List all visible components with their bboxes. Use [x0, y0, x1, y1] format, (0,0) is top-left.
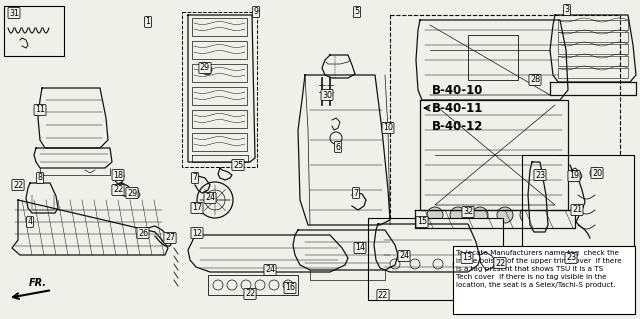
Text: 14: 14: [355, 243, 365, 253]
Text: 24: 24: [265, 265, 275, 275]
Text: 20: 20: [592, 168, 602, 177]
Bar: [182, 12, 257, 167]
Text: B-40-10: B-40-10: [432, 84, 483, 97]
Bar: [522, 155, 634, 260]
Text: 7: 7: [193, 174, 198, 182]
Text: 4: 4: [28, 218, 33, 226]
Text: 27: 27: [165, 234, 175, 242]
Text: 11: 11: [35, 106, 45, 115]
Text: 9: 9: [253, 8, 259, 17]
Text: 32: 32: [463, 207, 473, 217]
Text: 1: 1: [145, 18, 150, 26]
Text: 16: 16: [285, 284, 295, 293]
Text: 15: 15: [417, 218, 427, 226]
Text: 22: 22: [245, 290, 255, 299]
Text: 24: 24: [205, 194, 215, 203]
Text: 24: 24: [399, 251, 409, 261]
Text: FR.: FR.: [29, 278, 47, 288]
Text: 22: 22: [13, 181, 23, 189]
Text: 25: 25: [233, 160, 243, 169]
Text: 23: 23: [566, 254, 576, 263]
Text: 13: 13: [462, 254, 472, 263]
Bar: [368, 218, 503, 300]
Bar: [192, 133, 247, 151]
Bar: [468, 35, 518, 80]
Text: 8: 8: [38, 174, 42, 182]
Bar: [192, 110, 247, 128]
Circle shape: [497, 207, 513, 223]
Text: 22: 22: [378, 291, 388, 300]
Text: 29: 29: [127, 189, 137, 197]
Text: 19: 19: [569, 172, 579, 181]
Bar: [558, 68, 628, 78]
Bar: [192, 18, 247, 36]
Text: 5: 5: [355, 8, 360, 17]
Bar: [192, 41, 247, 59]
Circle shape: [544, 207, 560, 223]
Bar: [558, 20, 628, 30]
Text: 22: 22: [113, 186, 123, 195]
Bar: [558, 44, 628, 54]
Bar: [390, 15, 620, 255]
Text: 26: 26: [138, 228, 148, 238]
Text: 18: 18: [113, 170, 123, 180]
Bar: [192, 87, 247, 105]
Text: 22: 22: [495, 258, 505, 268]
Text: To locate Manufacturers name tag  check the
inside bolster of the upper trim cov: To locate Manufacturers name tag check t…: [456, 250, 621, 288]
Text: B-40-11: B-40-11: [432, 101, 483, 115]
Text: 30: 30: [322, 91, 332, 100]
Text: 17: 17: [192, 204, 202, 212]
Bar: [558, 32, 628, 42]
Text: 21: 21: [572, 205, 582, 214]
Text: 10: 10: [383, 123, 393, 132]
Bar: [453, 246, 635, 314]
Text: 23: 23: [535, 170, 545, 180]
Bar: [192, 64, 247, 82]
Bar: [208, 275, 298, 295]
Text: 29: 29: [200, 63, 210, 72]
Text: B-40-12: B-40-12: [432, 120, 483, 132]
Circle shape: [427, 207, 443, 223]
Text: 31: 31: [9, 9, 19, 18]
Bar: [558, 56, 628, 66]
Text: 28: 28: [530, 76, 540, 85]
Text: 3: 3: [564, 5, 570, 14]
Text: 7: 7: [353, 189, 358, 197]
Circle shape: [520, 207, 536, 223]
Bar: [4, 6, 64, 56]
Circle shape: [450, 207, 466, 223]
Text: 12: 12: [192, 228, 202, 238]
Text: 6: 6: [335, 143, 340, 152]
Circle shape: [472, 207, 488, 223]
